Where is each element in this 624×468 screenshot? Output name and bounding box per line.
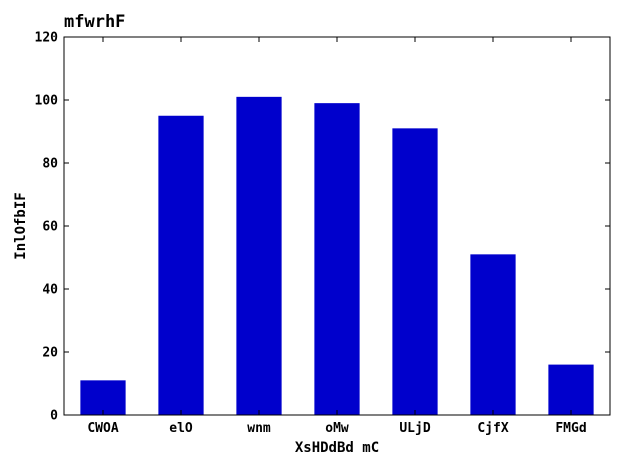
bar-wnm bbox=[236, 96, 282, 415]
bar-oMw bbox=[314, 103, 360, 416]
y-ticks-group: 0 20 40 60 80 100 120 bbox=[35, 31, 610, 424]
bar-CjfX bbox=[470, 254, 516, 415]
y-tick-label: 40 bbox=[42, 283, 58, 298]
y-axis-label: InlOfbIF bbox=[13, 192, 29, 259]
bar-FMGd bbox=[548, 364, 594, 415]
plot-frame bbox=[63, 36, 611, 416]
x-tick-label: CWOA bbox=[87, 421, 118, 436]
x-ticks-group: CWOA elO wnm oMw ULjD CjfX FMGd bbox=[87, 37, 587, 436]
x-tick-label: elO bbox=[169, 421, 193, 436]
bar-ULjD bbox=[392, 128, 438, 415]
y-tick-label: 80 bbox=[42, 157, 58, 172]
y-tick-label: 20 bbox=[42, 346, 58, 361]
y-tick-label: 100 bbox=[35, 94, 59, 109]
bar-CWOA bbox=[80, 380, 126, 415]
y-tick-label: 0 bbox=[50, 409, 58, 424]
x-tick-label: CjfX bbox=[477, 421, 508, 436]
x-axis-label: XsHDdBd mC bbox=[295, 440, 379, 456]
x-tick-label: FMGd bbox=[555, 421, 586, 436]
y-tick-label: 120 bbox=[35, 31, 59, 46]
bar-elO bbox=[158, 115, 204, 415]
x-tick-label: oMw bbox=[325, 421, 349, 436]
x-tick-label: ULjD bbox=[399, 421, 430, 436]
x-tick-label: wnm bbox=[247, 421, 271, 436]
bars-group bbox=[80, 96, 594, 416]
chart-title: mfwrhF bbox=[64, 12, 125, 32]
y-tick-label: 60 bbox=[42, 220, 58, 235]
